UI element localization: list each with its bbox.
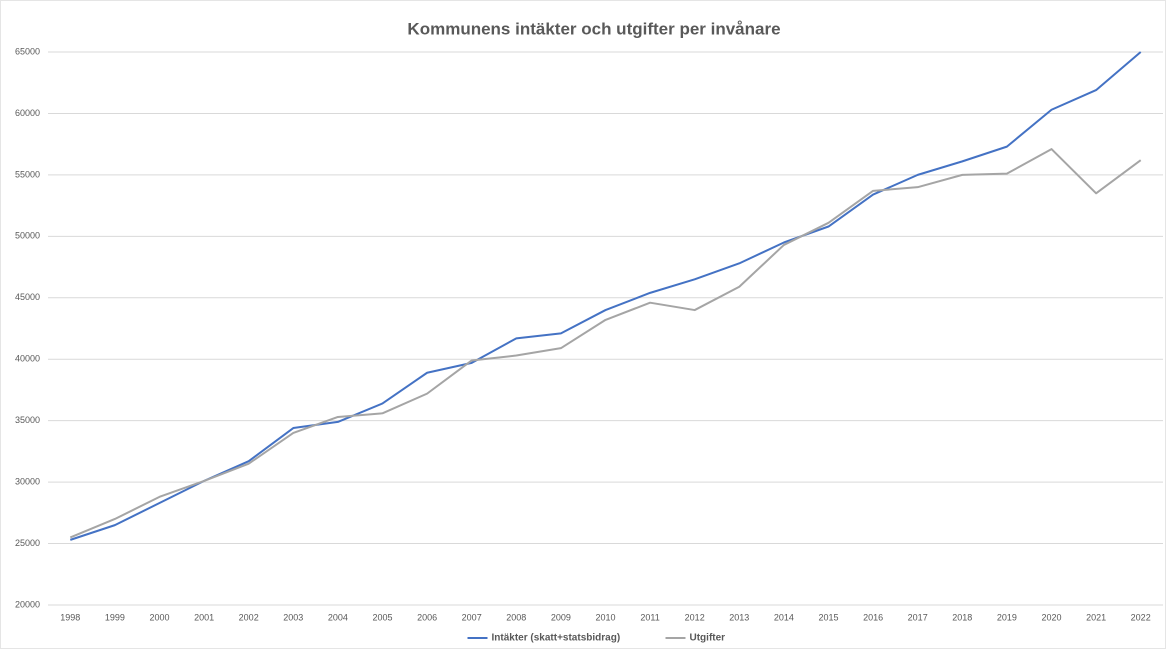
x-tick-label: 1998 [60, 612, 80, 622]
y-tick-label: 65000 [15, 46, 40, 56]
line-series [69, 148, 1142, 539]
x-tick-label: 2012 [685, 612, 705, 622]
chart-title: Kommunens intäkter och utgifter per invå… [407, 19, 780, 38]
x-tick-label: 2019 [997, 612, 1017, 622]
legend-label: Utgifter [690, 633, 726, 644]
x-tick-label: 2020 [1041, 612, 1061, 622]
y-tick-label: 25000 [15, 538, 40, 548]
x-tick-label: 2018 [952, 612, 972, 622]
y-tick-label: 45000 [15, 292, 40, 302]
y-tick-label: 50000 [15, 231, 40, 241]
x-tick-label: 2008 [506, 612, 526, 622]
x-tick-label: 2015 [818, 612, 838, 622]
y-tick-label: 40000 [15, 354, 40, 364]
y-tick-label: 60000 [15, 108, 40, 118]
y-tick-label: 30000 [15, 476, 40, 486]
x-tick-label: 2007 [462, 612, 482, 622]
x-tick-label: 2005 [372, 612, 392, 622]
x-tick-label: 2009 [551, 612, 571, 622]
x-tick-label: 2000 [149, 612, 169, 622]
x-tick-label: 2010 [595, 612, 615, 622]
x-tick-label: 2002 [239, 612, 259, 622]
line-series [69, 51, 1142, 541]
x-tick-label: 1999 [105, 612, 125, 622]
x-tick-label: 2021 [1086, 612, 1106, 622]
legend-label: Intäkter (skatt+statsbidrag) [492, 633, 621, 644]
y-tick-label: 55000 [15, 169, 40, 179]
y-tick-label: 20000 [15, 599, 40, 609]
x-tick-label: 2003 [283, 612, 303, 622]
x-tick-label: 2004 [328, 612, 348, 622]
x-tick-label: 2011 [640, 612, 659, 622]
x-tick-label: 2001 [194, 612, 214, 622]
x-tick-label: 2013 [729, 612, 749, 622]
x-tick-label: 2014 [774, 612, 794, 622]
x-tick-label: 2022 [1131, 612, 1151, 622]
x-tick-label: 2017 [908, 612, 928, 622]
x-tick-label: 2006 [417, 612, 437, 622]
y-tick-label: 35000 [15, 415, 40, 425]
x-tick-label: 2016 [863, 612, 883, 622]
